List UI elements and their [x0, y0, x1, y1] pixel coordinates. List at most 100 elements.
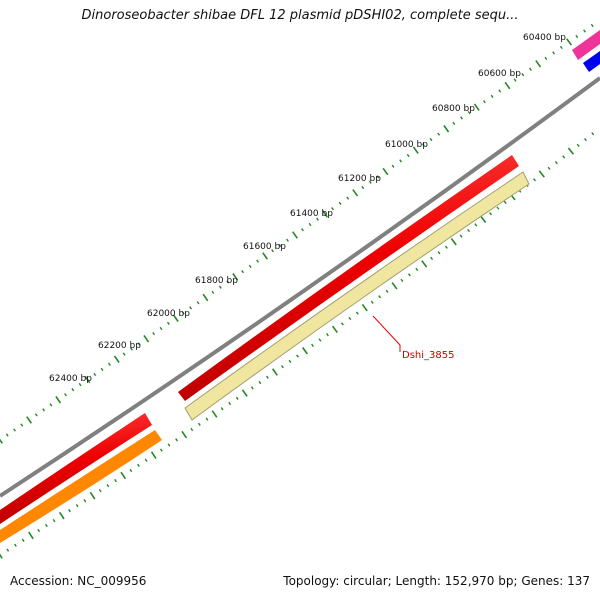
outer-tick-73: [544, 56, 548, 60]
outer-tick-33: [241, 269, 245, 274]
tick-labels: 60400 bp 60600 bp 60800 bp 61000 bp 6120…: [49, 33, 566, 384]
inner-tick-24: [181, 430, 188, 439]
outer-tick-31: [226, 280, 230, 284]
gene-orange-lower[interactable]: [0, 430, 162, 543]
inner-tick-7: [52, 518, 56, 523]
outer-tick-15: [108, 362, 111, 366]
outer-tick-48: [352, 189, 359, 197]
tick-label-61000: 61000 bp: [385, 140, 428, 150]
inner-tick-38: [288, 359, 292, 364]
inner-tick-12: [89, 491, 96, 500]
inner-tick-8: [58, 511, 65, 520]
gene-red-lower[interactable]: [0, 413, 152, 524]
outer-tick-35: [256, 259, 260, 263]
tick-label-60600: 60600 bp: [478, 69, 521, 79]
inner-tick-35: [265, 375, 269, 379]
inner-tick-41: [311, 343, 314, 348]
tick-label-60800: 60800 bp: [432, 104, 475, 114]
inner-tick-50: [378, 295, 382, 299]
inner-tick-44: [331, 325, 338, 334]
inner-tick-57: [430, 256, 434, 260]
outer-tick-34: [248, 264, 252, 269]
outer-tick-30: [218, 285, 222, 289]
outer-tick-47: [346, 196, 350, 200]
inner-tick-18: [137, 463, 140, 468]
outer-tick-21: [152, 331, 156, 336]
inner-tick-27: [205, 417, 209, 421]
inner-tick-2: [14, 543, 17, 547]
outer-tick-25: [181, 311, 185, 315]
outer-tick-79: [590, 23, 594, 28]
inner-tick-71: [533, 178, 536, 182]
inner-tick-78: [584, 137, 587, 142]
inner-tick-51: [385, 289, 389, 293]
inner-tick-54: [407, 273, 411, 277]
outer-tick-53: [391, 164, 395, 168]
gene-blue[interactable]: [583, 51, 600, 72]
outer-tick-26: [189, 306, 193, 310]
inner-tick-55: [415, 267, 419, 272]
outer-tick-67: [498, 89, 502, 93]
inner-tick-10: [75, 504, 79, 508]
inner-tick-6: [44, 523, 48, 528]
inner-tick-77: [576, 143, 580, 147]
outer-tick-64: [473, 103, 480, 111]
inner-tick-40: [302, 347, 308, 355]
outer-tick-54: [399, 159, 403, 163]
inner-tick-46: [348, 316, 352, 321]
outer-tick-59: [437, 132, 441, 136]
outer-tick-56: [412, 146, 419, 154]
inner-tick-45: [340, 322, 344, 326]
inner-tick-11: [83, 499, 87, 503]
feature-yellow[interactable]: [184, 171, 530, 421]
outer-tick-22: [159, 326, 163, 331]
inner-tick-58: [437, 251, 441, 255]
inner-tick-3: [21, 538, 25, 542]
outer-tick-24: [172, 314, 179, 322]
outer-tick-8: [55, 396, 62, 404]
outer-tick-55: [406, 153, 410, 158]
inner-tick-59: [444, 245, 448, 249]
inner-tick-1: [6, 548, 10, 552]
gene-dshi-3855[interactable]: [178, 155, 519, 401]
outer-tick-13: [93, 372, 97, 377]
gene-pink[interactable]: [572, 30, 600, 60]
outer-tick-77: [575, 34, 579, 39]
outer-tick-60: [443, 125, 450, 133]
inner-tick-56: [421, 260, 428, 268]
outer-tick-36: [262, 252, 268, 260]
outer-tick-10: [71, 388, 75, 392]
outer-tick-44: [322, 210, 329, 218]
outer-tick-75: [559, 45, 563, 50]
outer-tick-16: [113, 355, 120, 363]
outer-ruler-ticks: [0, 23, 594, 444]
inner-tick-47: [355, 311, 359, 315]
inner-tick-25: [190, 427, 194, 432]
outer-tick-51: [376, 175, 380, 179]
outer-tick-27: [196, 301, 200, 305]
inner-tick-26: [197, 422, 201, 426]
tick-label-61600: 61600 bp: [243, 242, 286, 252]
outer-tick-65: [483, 100, 486, 104]
outer-tick-57: [421, 143, 425, 147]
inner-tick-22: [167, 443, 171, 447]
map-title: Dinoroseobacter shibae DFL 12 plasmid pD…: [81, 8, 519, 23]
inner-tick-73: [547, 166, 551, 170]
outer-tick-20: [143, 335, 150, 343]
inner-tick-29: [220, 407, 224, 411]
inner-tick-79: [591, 132, 595, 136]
inner-tick-32: [241, 389, 248, 397]
plasmid-backbone: [0, 76, 600, 498]
tick-label-62000: 62000 bp: [147, 309, 190, 319]
inner-tick-23: [175, 438, 179, 442]
outer-tick-9: [64, 393, 67, 397]
tick-label-62400: 62400 bp: [49, 374, 92, 384]
outer-tick-2: [13, 428, 16, 432]
gene-label-dshi-3855[interactable]: Dshi_3855: [402, 350, 454, 361]
outer-tick-12: [84, 375, 91, 384]
inner-tick-33: [250, 386, 254, 390]
inner-tick-5: [37, 528, 41, 533]
outer-tick-68: [504, 81, 511, 90]
outer-tick-46: [338, 201, 342, 206]
